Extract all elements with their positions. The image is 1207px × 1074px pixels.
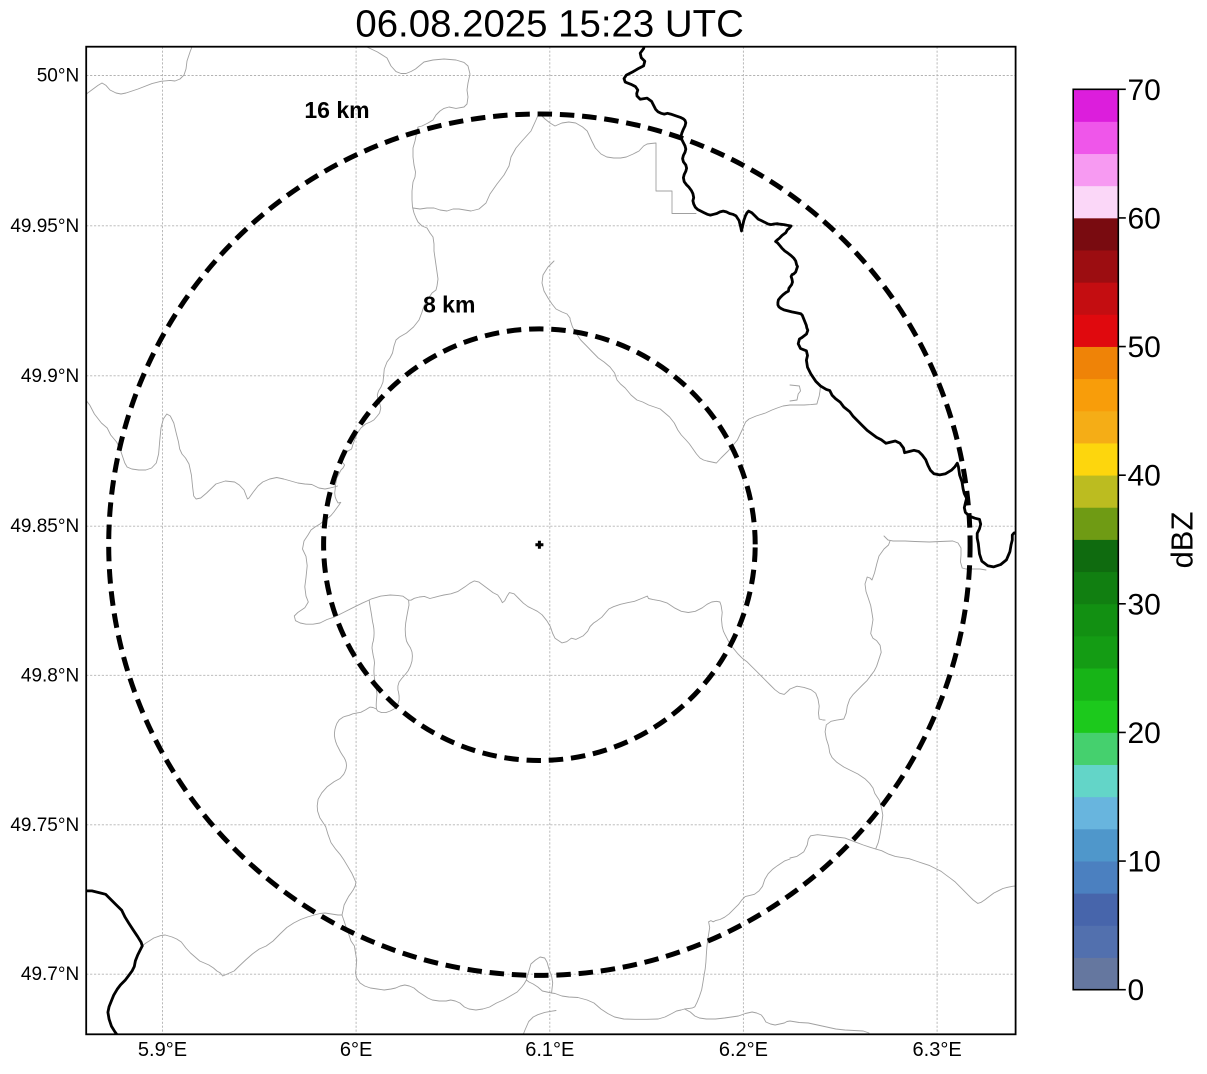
svg-text:50: 50 — [1128, 331, 1161, 364]
svg-text:50°N: 50°N — [37, 66, 79, 87]
svg-text:40: 40 — [1128, 460, 1161, 493]
svg-text:8 km: 8 km — [423, 292, 475, 318]
svg-text:dBZ: dBZ — [1165, 512, 1200, 569]
svg-text:30: 30 — [1128, 588, 1161, 621]
svg-text:06.08.2025 15:23 UTC: 06.08.2025 15:23 UTC — [355, 3, 743, 46]
svg-text:6.3°E: 6.3°E — [913, 1039, 962, 1061]
svg-text:6.1°E: 6.1°E — [525, 1039, 574, 1061]
svg-text:6°E: 6°E — [340, 1039, 372, 1061]
svg-text:49.7°N: 49.7°N — [21, 964, 79, 985]
svg-text:49.75°N: 49.75°N — [10, 815, 79, 836]
svg-text:70: 70 — [1128, 74, 1161, 107]
svg-text:5.9°E: 5.9°E — [138, 1039, 187, 1061]
svg-text:6.2°E: 6.2°E — [719, 1039, 768, 1061]
svg-text:0: 0 — [1128, 974, 1145, 1007]
svg-text:16 km: 16 km — [304, 97, 369, 123]
svg-text:49.85°N: 49.85°N — [10, 516, 79, 537]
svg-text:49.8°N: 49.8°N — [21, 665, 79, 686]
svg-text:20: 20 — [1128, 717, 1161, 750]
svg-text:49.9°N: 49.9°N — [21, 366, 79, 387]
svg-text:60: 60 — [1128, 202, 1161, 235]
svg-text:10: 10 — [1128, 846, 1161, 879]
svg-text:49.95°N: 49.95°N — [10, 216, 79, 237]
